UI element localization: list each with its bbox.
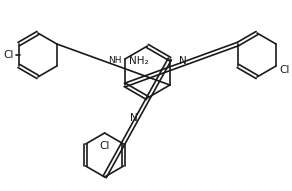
- Text: NH: NH: [109, 56, 122, 65]
- Text: Cl: Cl: [4, 50, 14, 60]
- Text: NH₂: NH₂: [129, 56, 149, 66]
- Text: Cl: Cl: [279, 65, 289, 75]
- Text: Cl: Cl: [99, 141, 110, 151]
- Text: N: N: [179, 56, 186, 66]
- Text: N: N: [130, 113, 138, 123]
